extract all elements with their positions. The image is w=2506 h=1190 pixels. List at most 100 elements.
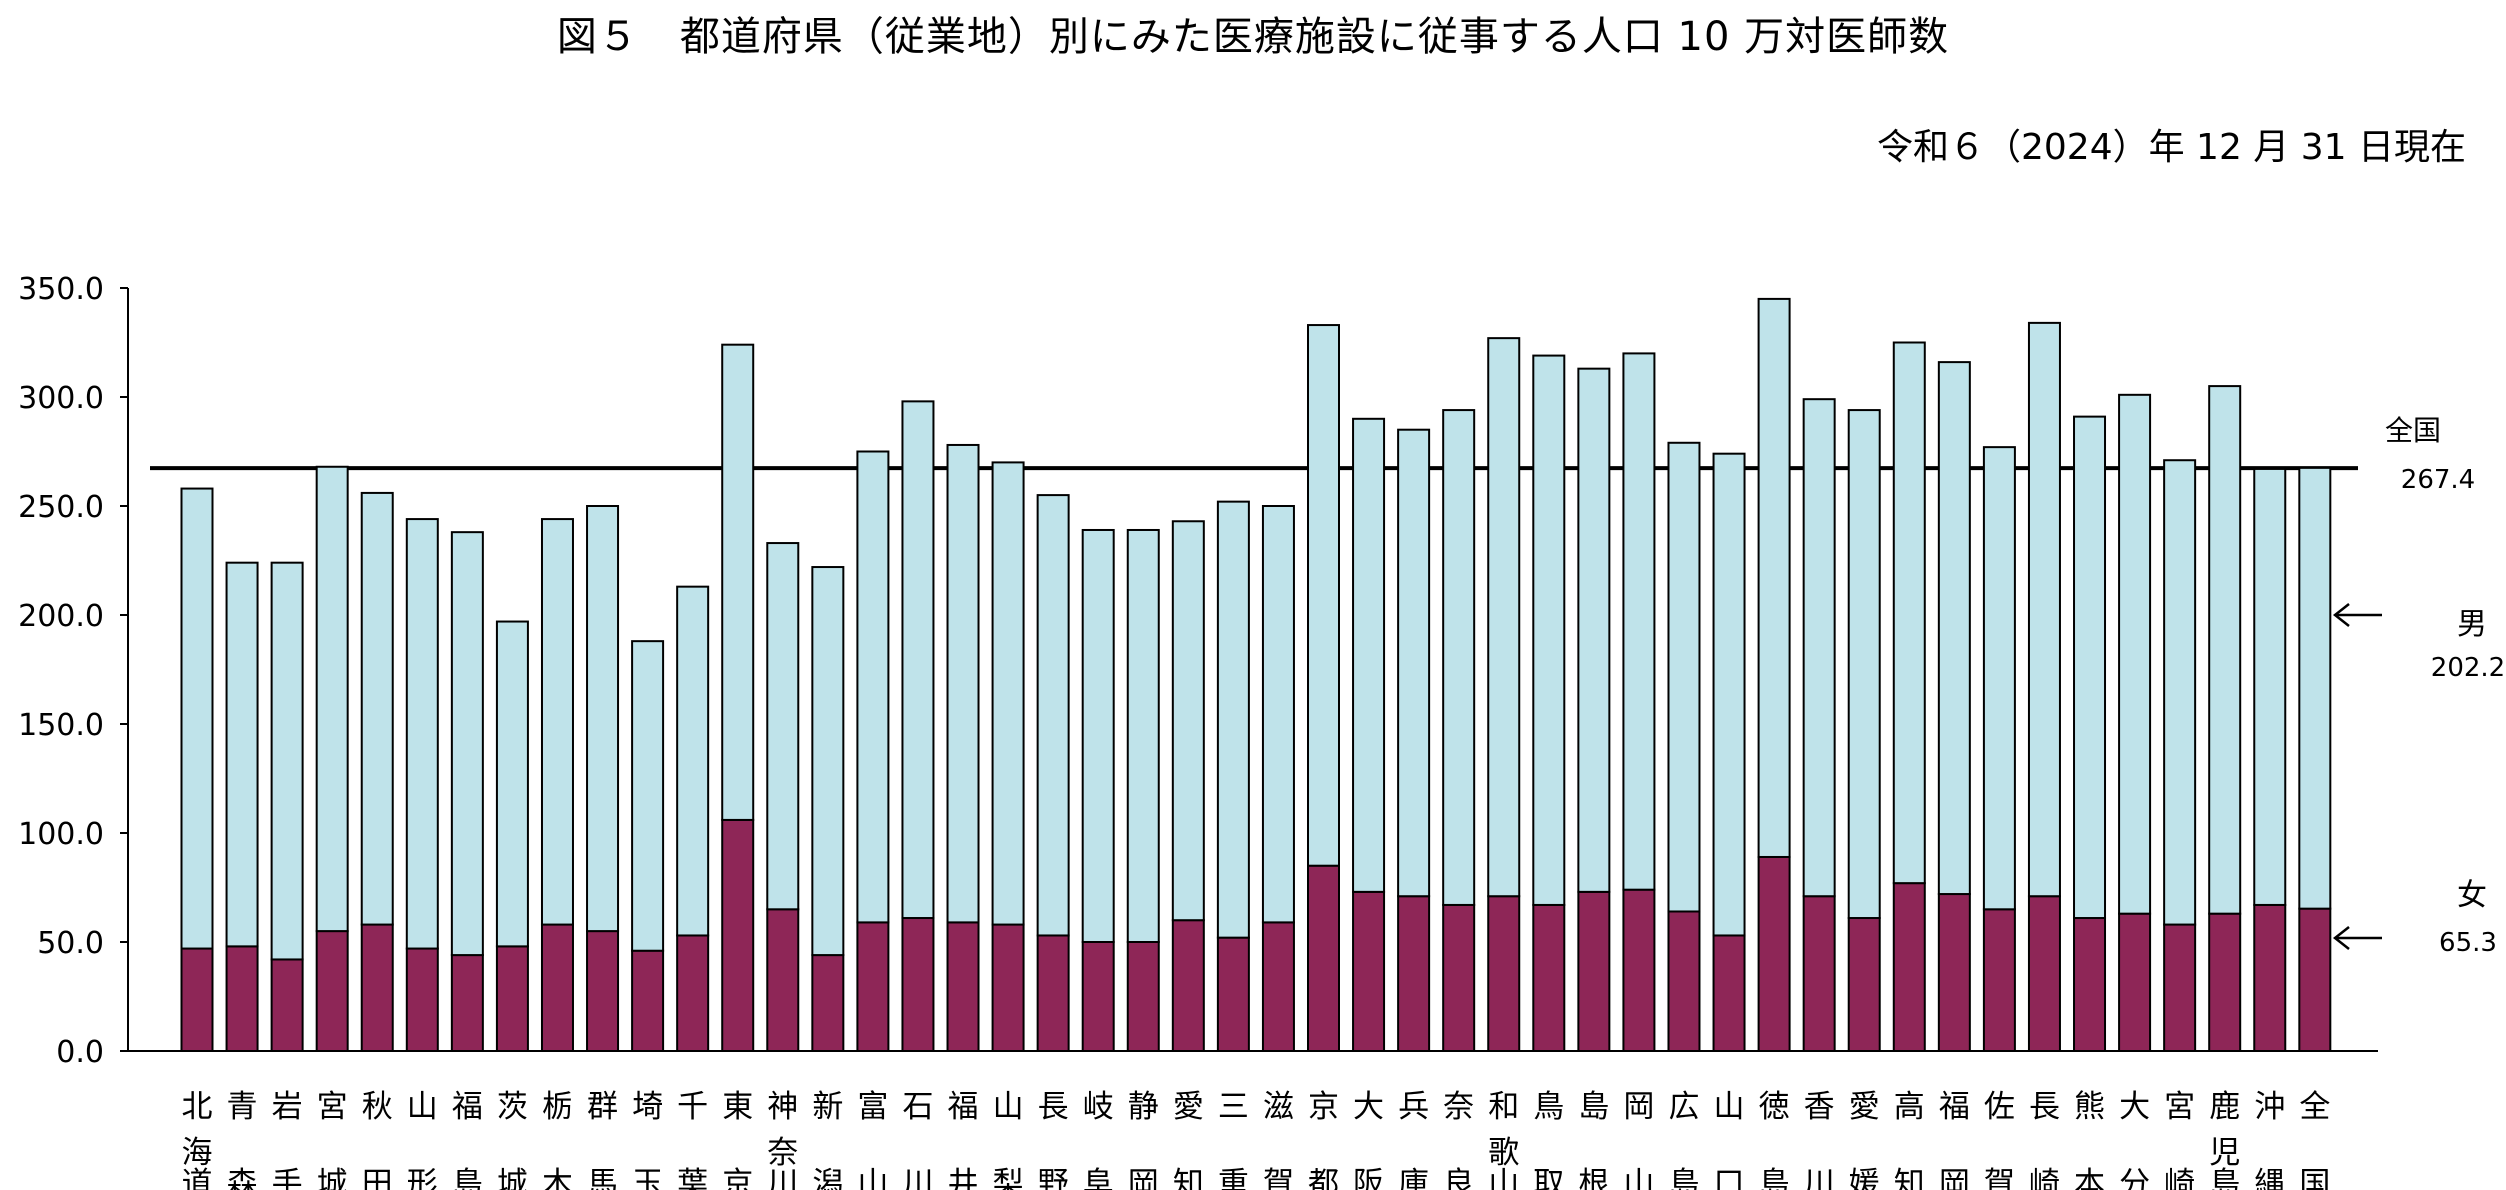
bar-female — [1081, 941, 1115, 1052]
bar-male — [1352, 417, 1386, 893]
bar-male — [1487, 337, 1521, 898]
reference-line-value: 267.4 — [2401, 465, 2475, 495]
bar-female — [1216, 936, 1250, 1053]
bar-female — [1036, 934, 1070, 1053]
bar-female — [2027, 895, 2061, 1052]
x-tick-label: 静 — [1128, 1089, 1159, 1125]
x-tick-label: 山 — [1623, 1166, 1654, 1190]
x-tick-label: 玉 — [632, 1166, 663, 1190]
x-tick-label: 山 — [1714, 1089, 1745, 1125]
x-tick-label: 崎 — [2029, 1166, 2060, 1190]
x-tick-label: 広 — [1668, 1089, 1699, 1125]
x-tick-label: 井 — [948, 1166, 979, 1190]
bar-male — [766, 542, 800, 911]
bar-female — [901, 917, 935, 1053]
x-tick-label: 根 — [1578, 1166, 1609, 1190]
bar-female — [1352, 890, 1386, 1052]
x-tick-label: 京 — [1308, 1089, 1339, 1125]
bar-male — [225, 561, 259, 948]
x-tick-label: 歌 — [1488, 1135, 1519, 1171]
bar-male — [1397, 428, 1431, 898]
x-tick-label: 島 — [452, 1166, 483, 1190]
bar-female — [721, 818, 755, 1052]
x-tick-label: 崎 — [2164, 1166, 2195, 1190]
x-tick-label: 庫 — [1398, 1166, 1429, 1190]
x-tick-label: 三 — [1218, 1089, 1249, 1125]
bar-male — [540, 518, 574, 926]
x-tick-label: 手 — [272, 1166, 303, 1190]
bar-male — [2208, 385, 2242, 915]
x-tick-label: 岡 — [1128, 1166, 1159, 1190]
bar-female — [450, 954, 484, 1053]
bar-female — [1442, 903, 1476, 1052]
bar-female — [1397, 895, 1431, 1052]
x-tick-label: 川 — [902, 1166, 933, 1190]
bar-male — [856, 450, 890, 924]
x-tick-label: 川 — [767, 1166, 798, 1190]
bar-female — [2253, 903, 2287, 1052]
x-tick-label: 城 — [317, 1166, 348, 1190]
x-tick-label: 全 — [2299, 1089, 2330, 1125]
bar-female — [1712, 934, 1746, 1053]
bar-male — [2253, 467, 2287, 906]
x-tick-label: 本 — [2074, 1166, 2105, 1190]
x-tick-label: 石 — [902, 1089, 933, 1125]
x-tick-label: 栃 — [542, 1089, 573, 1125]
bar-female — [495, 945, 529, 1052]
bars-group — [180, 297, 2332, 1053]
x-tick-label: 取 — [1533, 1166, 1564, 1190]
bar-male — [180, 487, 214, 950]
bar-female — [360, 923, 394, 1052]
x-tick-label: 鹿 — [2209, 1089, 2240, 1125]
bar-male — [811, 566, 845, 957]
x-tick-label: 森 — [227, 1166, 258, 1190]
bar-female — [1937, 893, 1971, 1052]
bar-male — [1126, 528, 1160, 943]
annotation-value: 202.2 — [2431, 653, 2505, 683]
x-tick-label: 道 — [182, 1166, 213, 1190]
x-tick-label: 賀 — [1984, 1166, 2015, 1190]
bar-male — [1757, 297, 1791, 858]
x-tick-label: 宮 — [317, 1089, 348, 1125]
x-tick-label: 新 — [812, 1089, 843, 1125]
x-tick-label: 知 — [1894, 1166, 1925, 1190]
bar-male — [946, 443, 980, 924]
x-tick-label: 秋 — [362, 1089, 393, 1125]
x-tick-label: 山 — [993, 1089, 1024, 1125]
bar-male — [1036, 494, 1070, 937]
bar-male — [2027, 321, 2061, 898]
bar-male — [901, 400, 935, 920]
x-tick-label: 馬 — [587, 1166, 618, 1190]
bar-male — [1081, 528, 1115, 943]
x-tick-label: 都 — [1308, 1166, 1339, 1190]
x-tick-label: 賀 — [1263, 1166, 1294, 1190]
x-tick-label: 山 — [857, 1166, 888, 1190]
bar-male — [1937, 361, 1971, 896]
x-tick-label: 長 — [1038, 1089, 1069, 1125]
x-tick-label: 愛 — [1849, 1089, 1880, 1125]
bar-female — [586, 930, 620, 1052]
bar-male — [1802, 398, 1836, 898]
annotation-value: 65.3 — [2439, 928, 2497, 958]
y-tick-label: 300.0 — [18, 381, 104, 416]
x-tick-label: 香 — [1804, 1089, 1835, 1125]
bar-male — [270, 561, 304, 961]
bar-female — [405, 947, 439, 1052]
x-tick-label: 茨 — [497, 1089, 528, 1125]
x-tick-label: 長 — [2029, 1089, 2060, 1125]
x-tick-label: 兵 — [1398, 1089, 1429, 1125]
bar-female — [2118, 912, 2152, 1052]
x-tick-label: 分 — [2119, 1166, 2150, 1190]
x-tick-label: 阪 — [1353, 1166, 1384, 1190]
bar-male — [1532, 354, 1566, 906]
bar-male — [1982, 446, 2016, 911]
x-tick-label: 北 — [182, 1089, 213, 1125]
bar-male — [1307, 324, 1340, 867]
x-tick-label: 滋 — [1263, 1089, 1294, 1125]
x-tick-label: 木 — [542, 1166, 573, 1190]
bar-female — [540, 923, 574, 1052]
bar-female — [676, 934, 710, 1053]
bar-female — [2298, 907, 2332, 1052]
bar-female — [1982, 908, 2016, 1052]
x-tick-label: 奈 — [1443, 1089, 1474, 1125]
